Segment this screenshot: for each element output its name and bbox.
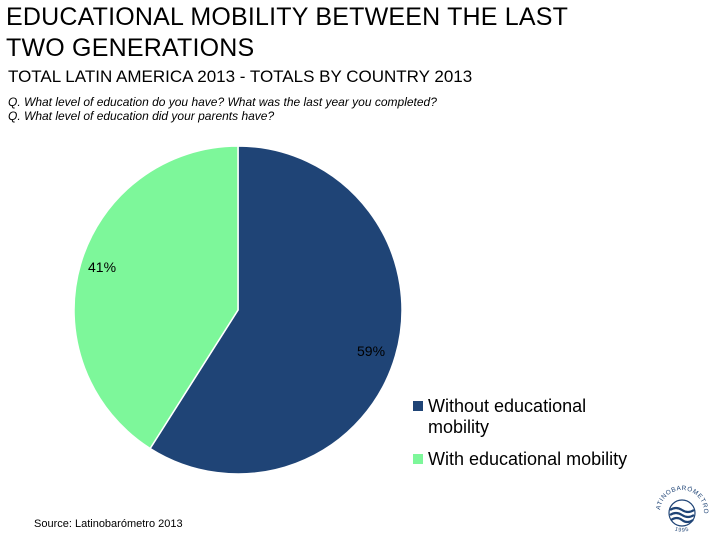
legend-label-without-line1: Without educational xyxy=(428,396,587,416)
survey-questions: Q. What level of education do you have? … xyxy=(8,95,437,123)
legend-label-without-line2: mobility xyxy=(428,417,490,437)
legend-item-without: Without educational mobility xyxy=(428,396,586,438)
pie-slice-with-mobility xyxy=(73,145,239,450)
pie-slice-without-mobility xyxy=(149,145,403,475)
pie-label-without-mobility: 59% xyxy=(357,343,385,359)
legend-swatch-without xyxy=(413,401,423,411)
page-title: EDUCATIONAL MOBILITY BETWEEN THE LAST TW… xyxy=(6,2,710,64)
legend-item-with: With educational mobility xyxy=(428,449,628,469)
pie-slices xyxy=(73,145,403,475)
pie-label-with-mobility: 41% xyxy=(88,259,116,275)
subtitle: TOTAL LATIN AMERICA 2013 - TOTALS BY COU… xyxy=(8,67,473,86)
title-line-2: TWO GENERATIONS xyxy=(6,34,255,62)
logo-year: 1995 xyxy=(674,526,690,533)
question-1: Q. What level of education do you have? … xyxy=(8,95,437,109)
source-note: Source: Latinobarómetro 2013 xyxy=(34,518,183,530)
question-2: Q. What level of education did your pare… xyxy=(8,109,275,123)
svg-text:1995: 1995 xyxy=(674,526,690,533)
pie-labels: 59% 41% xyxy=(88,259,385,359)
legend-swatch-with xyxy=(413,454,423,464)
title-line-1: EDUCATIONAL MOBILITY BETWEEN THE LAST xyxy=(6,3,569,31)
latinobarometro-logo: LATINOBARÓMETRO 1995 xyxy=(650,480,708,534)
